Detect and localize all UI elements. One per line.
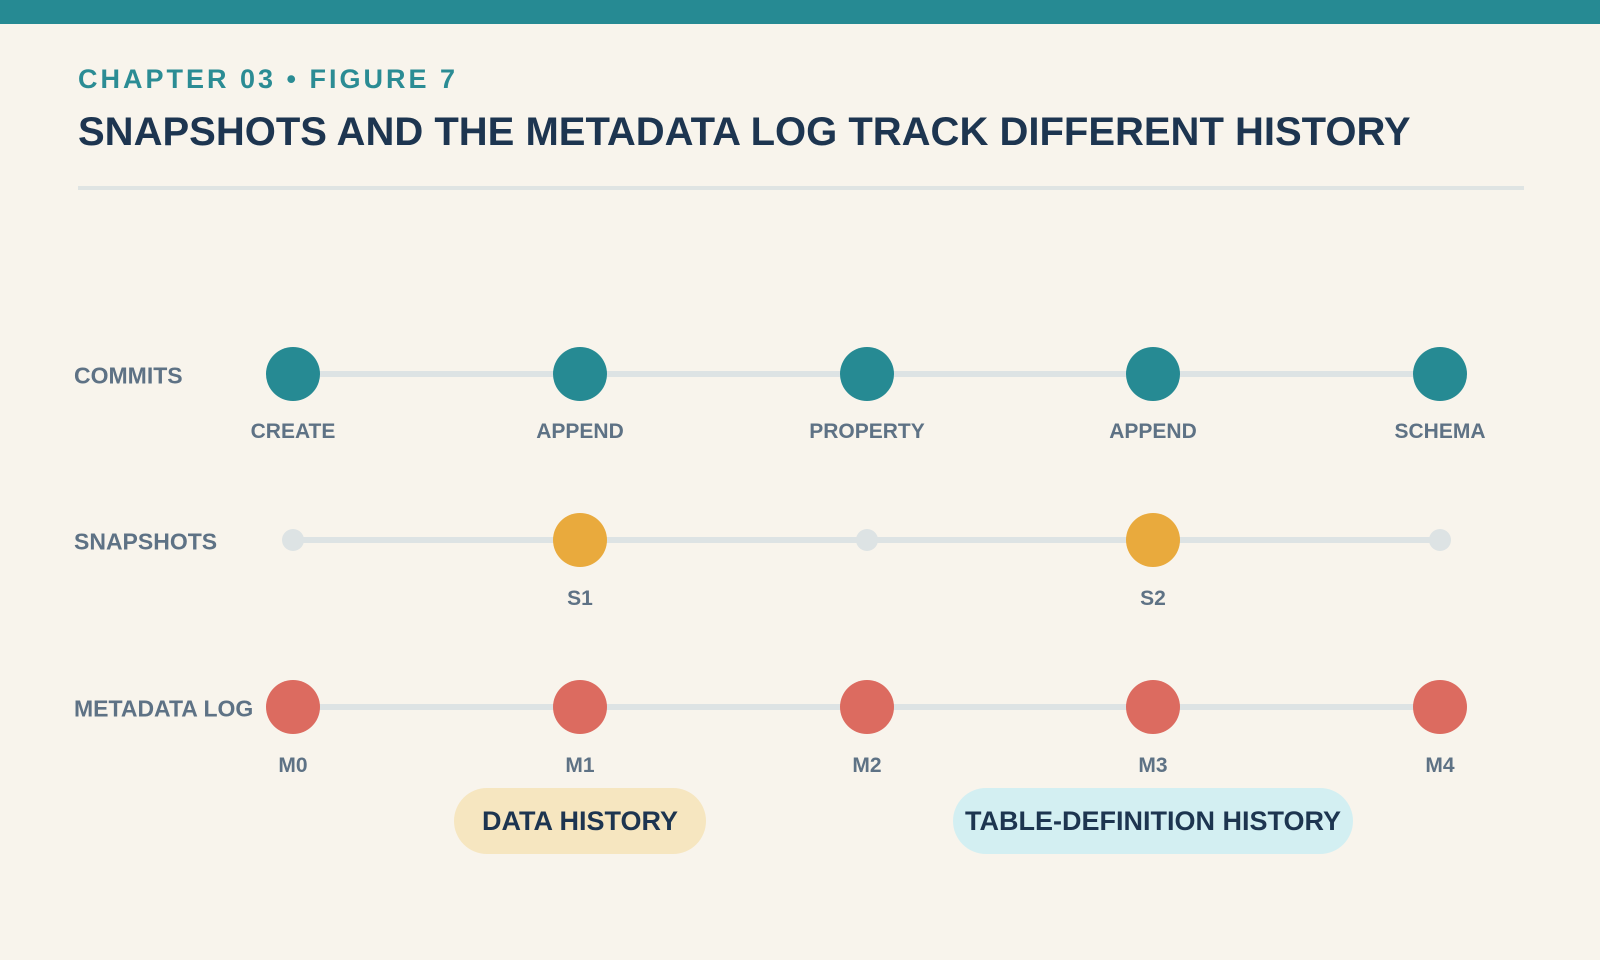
commit-node-create bbox=[266, 347, 320, 401]
commit-label-append-2: APPEND bbox=[1109, 420, 1197, 443]
snapshot-placeholder-3 bbox=[1429, 529, 1451, 551]
metadata-node-m2 bbox=[840, 680, 894, 734]
metadata-node-m3 bbox=[1126, 680, 1180, 734]
row-label-metadata-log: METADATA LOG bbox=[74, 695, 254, 722]
metadata-label-m2: M2 bbox=[852, 754, 882, 777]
metadata-label-m0: M0 bbox=[278, 754, 308, 777]
snapshot-node-s1 bbox=[553, 513, 607, 567]
commit-node-schema bbox=[1413, 347, 1467, 401]
row-label-snapshots: SNAPSHOTS bbox=[74, 528, 218, 555]
commit-node-append-1 bbox=[553, 347, 607, 401]
metadata-label-m3: M3 bbox=[1138, 754, 1168, 777]
metadata-node-m1 bbox=[553, 680, 607, 734]
metadata-node-m0 bbox=[266, 680, 320, 734]
commit-node-append-2 bbox=[1126, 347, 1180, 401]
commit-label-append-1: APPEND bbox=[536, 420, 624, 443]
snapshot-placeholder-2 bbox=[856, 529, 878, 551]
snapshot-label-s2: S2 bbox=[1140, 587, 1166, 610]
data-history-pill: DATA HISTORY bbox=[454, 788, 706, 854]
commit-label-property: PROPERTY bbox=[809, 420, 925, 443]
commit-label-schema: SCHEMA bbox=[1394, 420, 1486, 443]
snapshot-label-s1: S1 bbox=[567, 587, 593, 610]
snapshot-node-s2 bbox=[1126, 513, 1180, 567]
snapshot-placeholder-1 bbox=[282, 529, 304, 551]
table-definition-history-pill: TABLE-DEFINITION HISTORY bbox=[953, 788, 1353, 854]
commit-node-property bbox=[840, 347, 894, 401]
metadata-node-m4 bbox=[1413, 680, 1467, 734]
chapter-figure-label: CHAPTER 03 • FIGURE 7 bbox=[78, 64, 459, 94]
title-divider bbox=[78, 186, 1524, 190]
row-label-commits: COMMITS bbox=[74, 362, 183, 389]
top-accent-bar bbox=[0, 0, 1600, 24]
commit-label-create: CREATE bbox=[250, 420, 336, 443]
metadata-label-m1: M1 bbox=[565, 754, 595, 777]
page-title: SNAPSHOTS AND THE METADATA LOG TRACK DIF… bbox=[78, 110, 1411, 154]
metadata-label-m4: M4 bbox=[1425, 754, 1455, 777]
